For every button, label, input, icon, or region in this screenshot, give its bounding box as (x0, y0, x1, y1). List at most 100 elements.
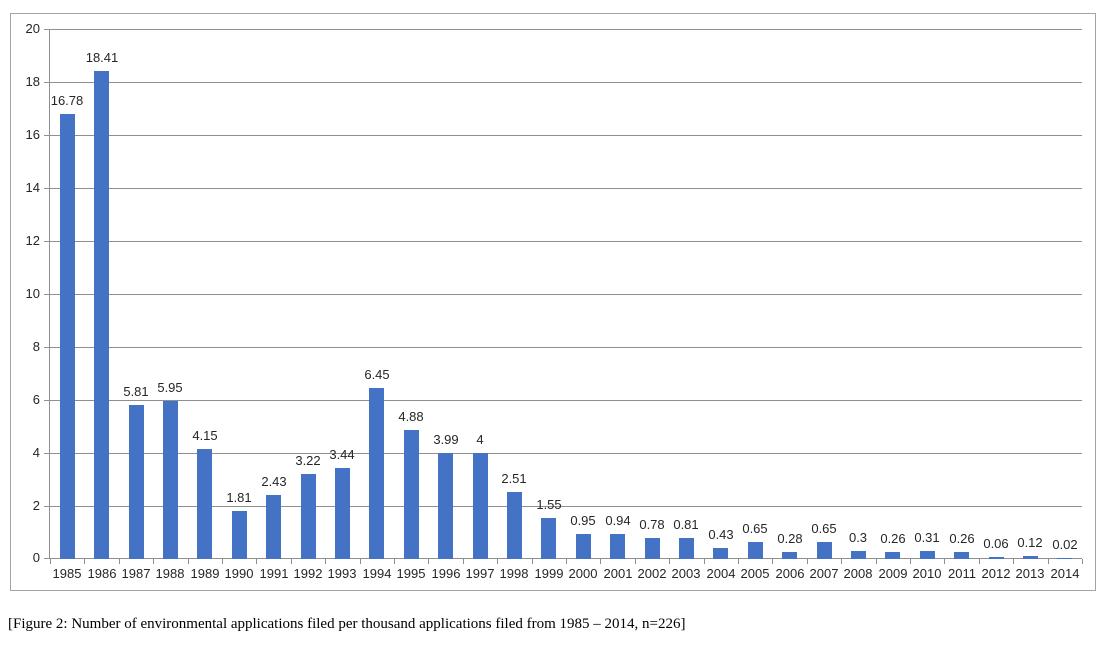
bar-value-label-1997: 4 (476, 432, 484, 447)
bar-value-label-2002: 0.78 (639, 517, 665, 532)
x-axis-tick (635, 559, 636, 564)
x-axis-tick (841, 559, 842, 564)
bar-value-label-1988: 5.95 (157, 380, 183, 395)
x-axis-tick (910, 559, 911, 564)
bar-value-label-2013: 0.12 (1017, 535, 1043, 550)
x-axis-tick (600, 559, 601, 564)
x-axis-tick (944, 559, 945, 564)
x-axis-label-2002: 2002 (637, 566, 667, 581)
y-axis-label: 14 (25, 180, 40, 195)
x-axis-label-2008: 2008 (843, 566, 873, 581)
y-axis-tick (44, 82, 50, 83)
x-axis-tick (222, 559, 223, 564)
x-axis-label-1992: 1992 (293, 566, 323, 581)
x-axis-tick (566, 559, 567, 564)
bar-2001 (610, 534, 625, 559)
gridline-8 (50, 347, 1082, 348)
x-axis-label-2014: 2014 (1050, 566, 1080, 581)
x-axis-tick (979, 559, 980, 564)
bar-value-label-1986: 18.41 (85, 50, 119, 65)
x-axis-tick (772, 559, 773, 564)
x-axis-label-1993: 1993 (327, 566, 357, 581)
x-axis-label-2000: 2000 (568, 566, 598, 581)
bar-2007 (817, 542, 832, 559)
bar-value-label-1998: 2.51 (501, 471, 527, 486)
bar-1987 (129, 405, 144, 559)
x-axis-label-2009: 2009 (878, 566, 908, 581)
x-axis-label-1995: 1995 (396, 566, 426, 581)
x-axis-label-2001: 2001 (603, 566, 633, 581)
x-axis-tick (463, 559, 464, 564)
x-axis-label-2005: 2005 (740, 566, 770, 581)
y-axis-label: 2 (32, 498, 40, 513)
bar-value-label-2012: 0.06 (983, 536, 1009, 551)
y-axis-label: 8 (32, 339, 40, 354)
bar-2003 (679, 538, 694, 559)
y-axis-label: 0 (32, 550, 40, 565)
x-axis-tick (738, 559, 739, 564)
bar-value-label-2003: 0.81 (673, 517, 699, 532)
gridline-14 (50, 188, 1082, 189)
x-axis-label-1986: 1986 (87, 566, 117, 581)
gridline-2 (50, 506, 1082, 507)
y-axis-label: 18 (25, 74, 40, 89)
bar-value-label-2006: 0.28 (777, 531, 803, 546)
x-axis-tick (291, 559, 292, 564)
x-axis-tick (428, 559, 429, 564)
bar-1988 (163, 401, 178, 559)
bar-2013 (1023, 556, 1038, 559)
bar-1985 (60, 114, 75, 559)
y-axis-tick (44, 29, 50, 30)
gridline-16 (50, 135, 1082, 136)
bar-1997 (473, 453, 488, 559)
x-axis-label-1985: 1985 (52, 566, 82, 581)
bar-1999 (541, 518, 556, 559)
x-axis-tick (497, 559, 498, 564)
x-axis-tick (532, 559, 533, 564)
x-axis-label-1989: 1989 (190, 566, 220, 581)
x-axis-label-1998: 1998 (499, 566, 529, 581)
y-axis-tick (44, 188, 50, 189)
bar-value-label-1996: 3.99 (433, 432, 459, 447)
x-axis-tick (807, 559, 808, 564)
plot-area: 0 2 4 6 8 10 12 14 16 18 20 16.78 1985 18.41 1986 5.81 1… (26, 21, 1083, 581)
y-axis-label: 10 (25, 286, 40, 301)
bar-value-label-1990: 1.81 (226, 490, 252, 505)
y-axis-tick (44, 558, 50, 559)
y-axis-tick (44, 453, 50, 454)
bar-2011 (954, 552, 969, 559)
bar-2002 (645, 538, 660, 559)
bar-1990 (232, 511, 247, 559)
bar-value-label-2001: 0.94 (605, 513, 631, 528)
x-axis-label-1990: 1990 (224, 566, 254, 581)
y-axis-label: 4 (32, 445, 40, 460)
x-axis-label-1999: 1999 (534, 566, 564, 581)
gridline-0 (50, 558, 1082, 559)
bar-value-label-2000: 0.95 (570, 513, 596, 528)
y-axis-tick (44, 506, 50, 507)
bar-1993 (335, 468, 350, 559)
x-axis-label-1994: 1994 (362, 566, 392, 581)
x-axis-label-1996: 1996 (431, 566, 461, 581)
y-axis-label: 12 (25, 233, 40, 248)
bar-2009 (885, 552, 900, 559)
x-axis-label-1997: 1997 (465, 566, 495, 581)
y-axis-label: 16 (25, 127, 40, 142)
y-axis-tick (44, 400, 50, 401)
bar-1996 (438, 453, 453, 559)
bar-value-label-2009: 0.26 (880, 531, 906, 546)
x-axis-tick (360, 559, 361, 564)
bar-value-label-1991: 2.43 (261, 474, 287, 489)
bar-2005 (748, 542, 763, 559)
y-axis-label: 20 (25, 21, 40, 36)
bar-value-label-1985: 16.78 (50, 93, 84, 108)
bar-value-label-1995: 4.88 (398, 409, 424, 424)
bar-value-label-2007: 0.65 (811, 521, 837, 536)
bar-1995 (404, 430, 419, 559)
gridline-10 (50, 294, 1082, 295)
x-axis-tick (153, 559, 154, 564)
gridline-6 (50, 400, 1082, 401)
bar-2010 (920, 551, 935, 559)
y-axis-tick (44, 135, 50, 136)
